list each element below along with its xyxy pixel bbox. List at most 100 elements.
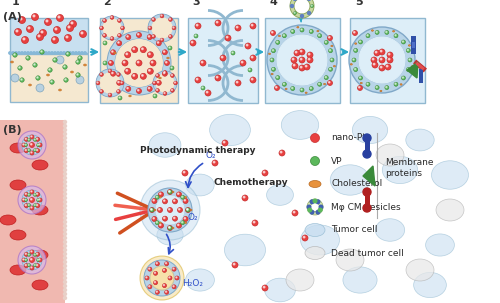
Circle shape — [84, 52, 86, 54]
Circle shape — [38, 35, 40, 37]
Ellipse shape — [190, 209, 192, 211]
Circle shape — [180, 221, 184, 225]
Circle shape — [31, 136, 32, 137]
Ellipse shape — [166, 57, 170, 59]
Circle shape — [28, 254, 29, 255]
Circle shape — [14, 54, 15, 55]
Circle shape — [64, 201, 66, 204]
Circle shape — [262, 170, 268, 176]
Circle shape — [149, 27, 150, 28]
Circle shape — [182, 222, 183, 223]
Circle shape — [187, 209, 188, 210]
Circle shape — [282, 82, 286, 86]
Circle shape — [64, 192, 66, 195]
Circle shape — [46, 20, 48, 22]
Circle shape — [63, 52, 65, 54]
Circle shape — [325, 41, 326, 42]
Circle shape — [318, 35, 320, 36]
FancyBboxPatch shape — [265, 18, 340, 103]
Circle shape — [64, 132, 66, 135]
Circle shape — [231, 51, 235, 55]
Circle shape — [148, 68, 154, 74]
Ellipse shape — [432, 161, 469, 189]
Circle shape — [171, 67, 172, 68]
Circle shape — [64, 152, 66, 155]
Circle shape — [44, 18, 52, 25]
Circle shape — [110, 37, 114, 40]
Circle shape — [184, 200, 186, 201]
Circle shape — [316, 210, 320, 214]
Circle shape — [205, 90, 211, 96]
Circle shape — [30, 198, 35, 202]
Circle shape — [169, 227, 170, 228]
Circle shape — [274, 85, 280, 91]
Circle shape — [63, 65, 67, 69]
Circle shape — [294, 50, 300, 56]
Circle shape — [22, 143, 26, 147]
Circle shape — [366, 34, 370, 38]
Text: Membrane
proteins: Membrane proteins — [385, 158, 434, 178]
Circle shape — [172, 216, 178, 221]
Circle shape — [64, 205, 66, 208]
Circle shape — [173, 27, 174, 28]
Circle shape — [103, 19, 106, 22]
Circle shape — [100, 90, 103, 93]
Circle shape — [328, 49, 332, 53]
Circle shape — [310, 5, 314, 8]
Circle shape — [36, 144, 40, 146]
Circle shape — [30, 258, 35, 262]
Circle shape — [64, 212, 66, 215]
Circle shape — [352, 31, 358, 35]
Circle shape — [12, 52, 14, 54]
Circle shape — [308, 208, 312, 212]
Circle shape — [156, 74, 174, 92]
Circle shape — [34, 253, 36, 256]
Ellipse shape — [186, 269, 214, 291]
Circle shape — [402, 76, 406, 80]
Ellipse shape — [436, 199, 464, 221]
Circle shape — [54, 26, 60, 34]
Circle shape — [201, 86, 205, 90]
Circle shape — [118, 96, 122, 100]
FancyBboxPatch shape — [350, 18, 425, 103]
Circle shape — [406, 48, 410, 52]
Circle shape — [11, 74, 19, 82]
Circle shape — [299, 57, 305, 63]
Circle shape — [394, 82, 398, 86]
Circle shape — [108, 93, 112, 97]
Circle shape — [64, 228, 66, 231]
Text: (A): (A) — [3, 12, 22, 22]
Circle shape — [24, 137, 28, 141]
Ellipse shape — [305, 224, 325, 237]
Circle shape — [64, 185, 66, 188]
Text: Tumor cell: Tumor cell — [331, 225, 378, 235]
Circle shape — [64, 161, 66, 164]
Circle shape — [58, 16, 60, 18]
Circle shape — [127, 88, 128, 89]
Circle shape — [160, 14, 164, 18]
Circle shape — [292, 210, 298, 216]
Circle shape — [216, 76, 218, 78]
Circle shape — [25, 138, 26, 139]
Wedge shape — [349, 27, 415, 93]
Circle shape — [272, 67, 276, 71]
Circle shape — [148, 52, 154, 58]
Circle shape — [324, 76, 328, 80]
Circle shape — [168, 189, 172, 195]
Circle shape — [21, 79, 22, 80]
Circle shape — [20, 18, 22, 20]
Circle shape — [156, 221, 160, 225]
Circle shape — [319, 205, 323, 209]
Circle shape — [34, 264, 36, 267]
Circle shape — [318, 83, 320, 84]
Circle shape — [66, 52, 70, 56]
Ellipse shape — [324, 83, 326, 85]
Circle shape — [45, 52, 47, 54]
Circle shape — [103, 41, 107, 45]
Circle shape — [178, 193, 179, 194]
Polygon shape — [412, 42, 414, 48]
Circle shape — [358, 85, 362, 91]
Ellipse shape — [0, 215, 16, 225]
Circle shape — [108, 69, 112, 73]
Text: H₂O₂: H₂O₂ — [182, 279, 203, 288]
